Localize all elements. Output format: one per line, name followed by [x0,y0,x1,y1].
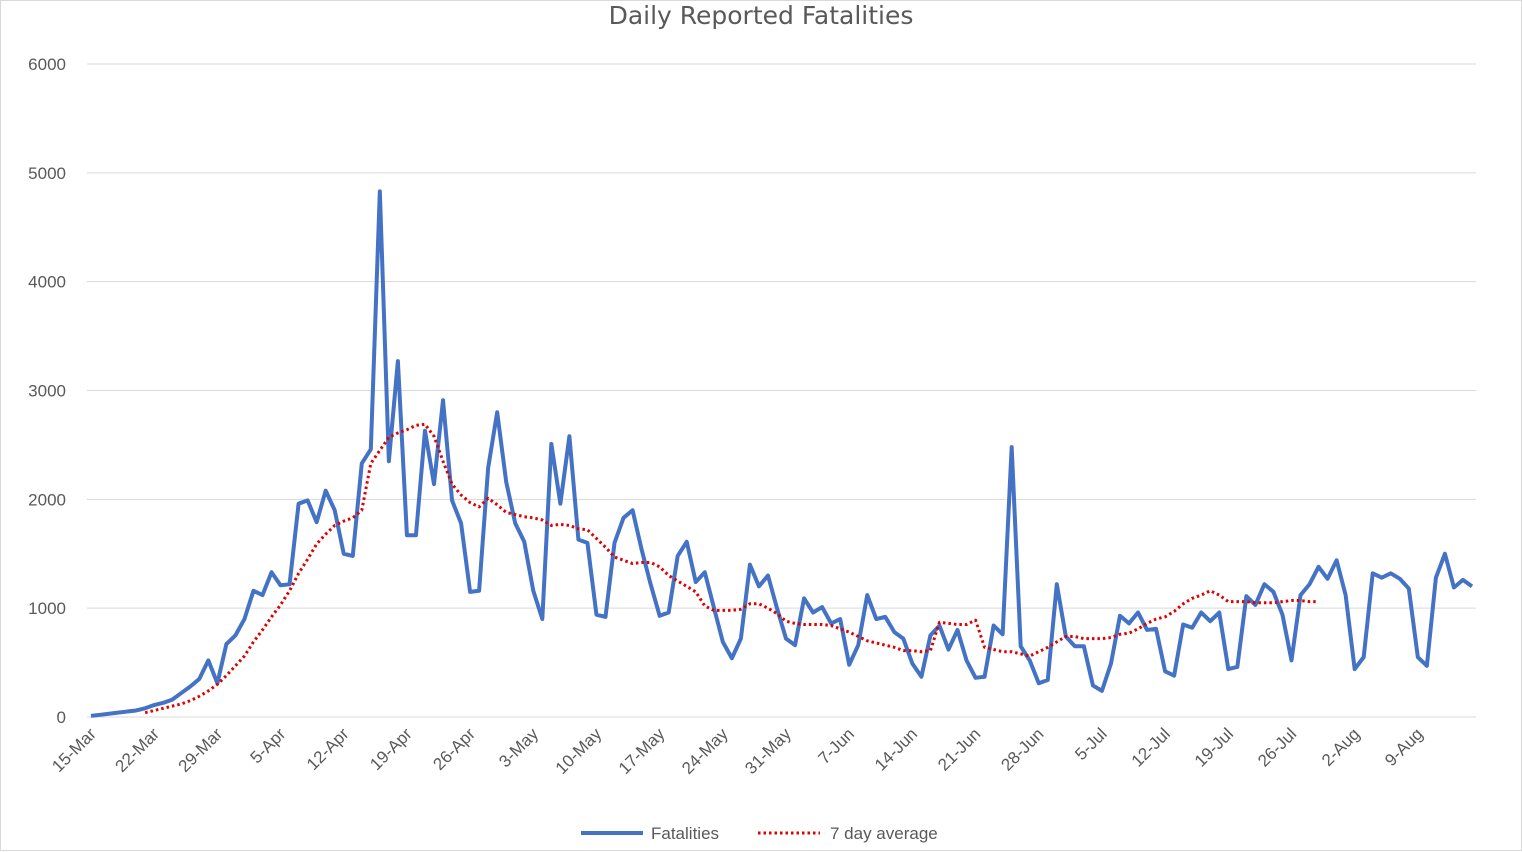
chart-title: Daily Reported Fatalities [609,1,914,30]
y-tick-label: 5000 [28,164,66,183]
y-axis: 0 1000 2000 3000 4000 5000 6000 [28,55,66,727]
x-tick-label: 12-Jul [1128,724,1174,770]
legend-label-seven-day-average: 7 day average [830,824,938,843]
x-tick-label: 31-May [741,724,795,778]
legend-label-fatalities: Fatalities [651,824,719,843]
x-tick-label: 3-May [495,724,542,771]
x-tick-label: 12-Apr [303,724,353,774]
x-tick-label: 26-Jul [1254,724,1300,770]
y-tick-label: 1000 [28,599,66,618]
x-tick-label: 24-May [678,724,732,778]
x-tick-label: 19-Apr [366,724,416,774]
x-tick-label: 5-Jul [1071,724,1110,763]
legend: Fatalities 7 day average [581,824,938,843]
x-tick-label: 10-May [552,724,606,778]
series-line-fatalities [90,189,1474,718]
x-tick-label: 7-Jun [815,724,859,768]
x-tick-label: 2-Aug [1318,724,1364,770]
x-tick-label: 5-Apr [247,724,290,767]
x-tick-label: 22-Mar [111,724,163,776]
x-tick-label: 26-Apr [429,724,479,774]
x-tick-label: 28-Jun [997,724,1047,774]
x-axis: 15-Mar 22-Mar 29-Mar 5-Apr 12-Apr 19-Apr 26-Ap… [48,724,1426,778]
x-tick-label: 29-Mar [175,724,227,776]
y-tick-label: 2000 [28,490,66,509]
x-tick-label: 17-May [615,724,669,778]
x-tick-label: 15-Mar [48,724,100,776]
x-tick-label: 14-Jun [871,724,921,774]
y-tick-label: 4000 [28,273,66,292]
series-layer [90,189,1474,718]
x-tick-label: 21-Jun [934,724,984,774]
y-tick-label: 6000 [28,55,66,74]
x-tick-label: 19-Jul [1191,724,1237,770]
y-tick-label: 0 [57,708,66,727]
series-line-seven-day-average [144,422,1319,715]
y-tick-label: 3000 [28,382,66,401]
x-tick-label: 9-Aug [1381,724,1427,770]
gridlines [87,63,1476,718]
